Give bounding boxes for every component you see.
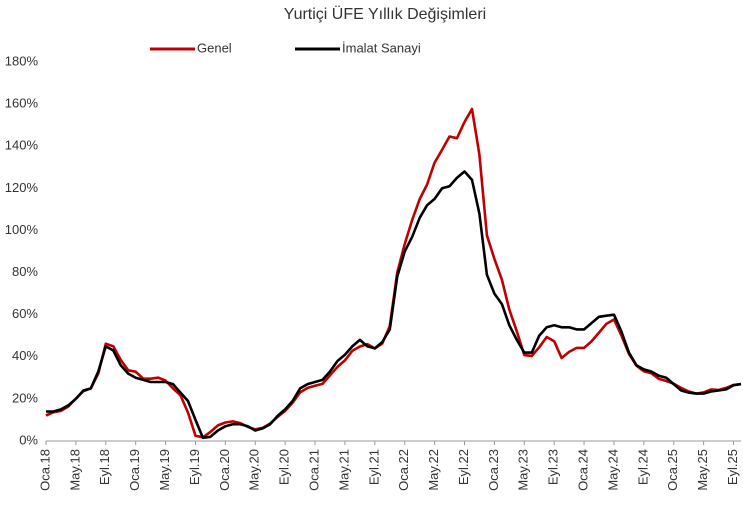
x-tick-label: May.24 (605, 449, 620, 491)
x-tick-label: Eyl.22 (456, 449, 471, 485)
x-tick-label: Eyl.20 (277, 449, 292, 485)
x-tick-label: Oca.20 (217, 449, 232, 491)
x-tick-label: May.19 (157, 449, 172, 491)
x-tick-label: Oca.21 (306, 449, 321, 491)
series-line (46, 170, 742, 440)
legend-label: Genel (197, 40, 232, 55)
x-tick-label: Eyl.23 (546, 449, 561, 485)
x-tick-label: Oca.25 (665, 449, 680, 491)
x-tick-label: May.20 (247, 449, 262, 491)
y-tick-label: 120% (5, 180, 39, 195)
x-tick-label: Oca.24 (576, 449, 591, 491)
x-tick-label: Eyl.18 (97, 449, 112, 485)
y-tick-label: 80% (12, 264, 38, 279)
legend-label: İmalat Sanayi (342, 40, 421, 55)
x-tick-label: Eyl.19 (187, 449, 202, 485)
x-tick-label: May.23 (516, 449, 531, 491)
x-tick-label: Oca.18 (37, 449, 52, 491)
x-tick-label: Eyl.21 (366, 449, 381, 485)
x-tick-label: Eyl.25 (725, 449, 740, 485)
x-tick-label: May.18 (67, 449, 82, 491)
chart-title: Yurtiçi ÜFE Yıllık Değişimleri (284, 5, 486, 23)
series-line (45, 107, 742, 439)
x-tick-label: May.25 (695, 449, 710, 491)
x-tick-label: May.22 (426, 449, 441, 491)
y-tick-label: 40% (12, 348, 38, 363)
x-tick-label: Oca.19 (127, 449, 142, 491)
y-tick-label: 0% (19, 432, 38, 447)
y-tick-label: 20% (12, 390, 38, 405)
y-tick-label: 140% (5, 138, 39, 153)
y-tick-label: 60% (12, 306, 38, 321)
y-tick-label: 100% (5, 222, 39, 237)
x-tick-label: Oca.22 (396, 449, 411, 491)
y-tick-label: 180% (5, 53, 39, 68)
x-tick-label: May.21 (336, 449, 351, 491)
y-tick-label: 160% (5, 96, 39, 111)
x-tick-label: Eyl.24 (635, 449, 650, 485)
x-tick-label: Oca.23 (486, 449, 501, 491)
